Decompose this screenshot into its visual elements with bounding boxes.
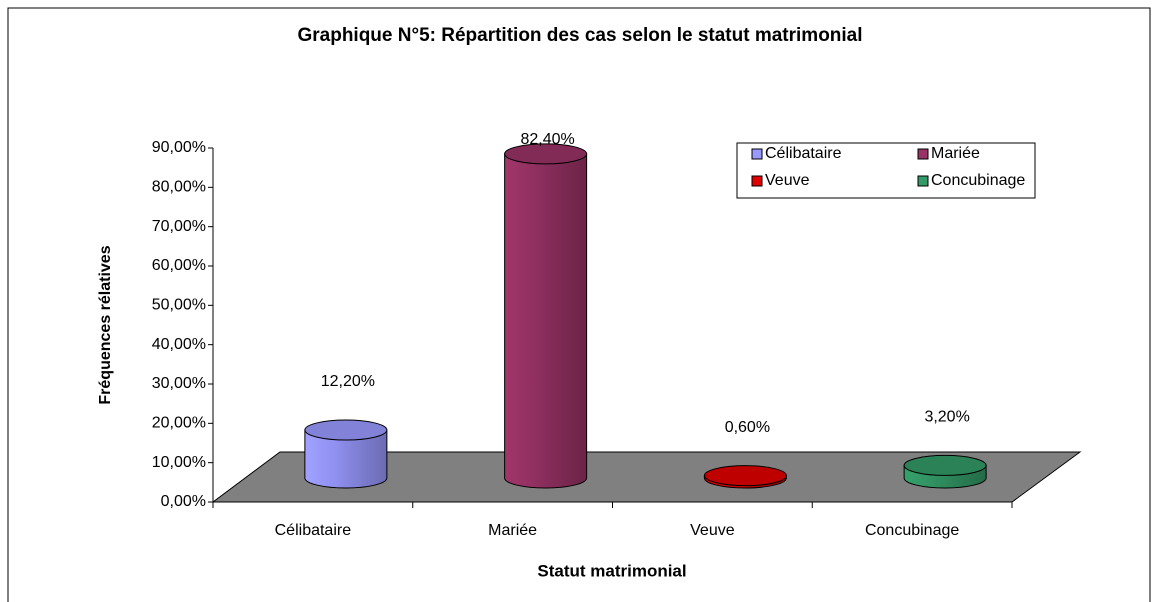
y-tick-label: 50,00%: [152, 297, 206, 314]
legend: [736, 142, 1036, 199]
legend-swatch: [751, 175, 763, 187]
chart-title: Graphique N°5: Répartition des cas selon…: [297, 25, 862, 46]
chart-border: [7, 7, 1151, 602]
y-axis-title: Fréquences rélatives: [97, 245, 114, 404]
legend-swatch: [917, 148, 929, 160]
legend-label: Concubinage: [931, 172, 1025, 189]
y-tick-label: 0,00%: [161, 493, 206, 510]
bar-top: [504, 143, 588, 165]
x-axis-title: Statut matrimonial: [537, 561, 686, 580]
x-tick-label: Mariée: [488, 522, 537, 539]
legend-swatch: [751, 148, 763, 160]
legend-swatch: [917, 175, 929, 187]
y-tick-label: 10,00%: [152, 454, 206, 471]
data-label: 12,20%: [321, 373, 375, 390]
x-tick-label: Célibataire: [275, 522, 352, 539]
x-tick-label: Concubinage: [865, 522, 959, 539]
data-label: 3,20%: [924, 409, 969, 426]
bar-top: [903, 454, 987, 476]
y-tick-label: 90,00%: [152, 139, 206, 156]
x-tick-label: Veuve: [690, 522, 735, 539]
y-tick-label: 80,00%: [152, 179, 206, 196]
y-tick-label: 70,00%: [152, 218, 206, 235]
legend-label: Célibataire: [765, 145, 842, 162]
bar-top: [703, 465, 787, 487]
legend-label: Mariée: [931, 145, 980, 162]
y-tick-label: 40,00%: [152, 336, 206, 353]
data-label: 82,40%: [520, 131, 574, 148]
bar-body: [504, 153, 588, 489]
data-label: 0,60%: [725, 419, 770, 436]
floor: [211, 451, 1082, 503]
legend-label: Veuve: [765, 172, 810, 189]
bar-top: [304, 419, 388, 441]
y-tick-label: 30,00%: [152, 375, 206, 392]
y-tick-label: 60,00%: [152, 257, 206, 274]
bar-body: [304, 429, 388, 489]
y-tick-label: 20,00%: [152, 415, 206, 432]
